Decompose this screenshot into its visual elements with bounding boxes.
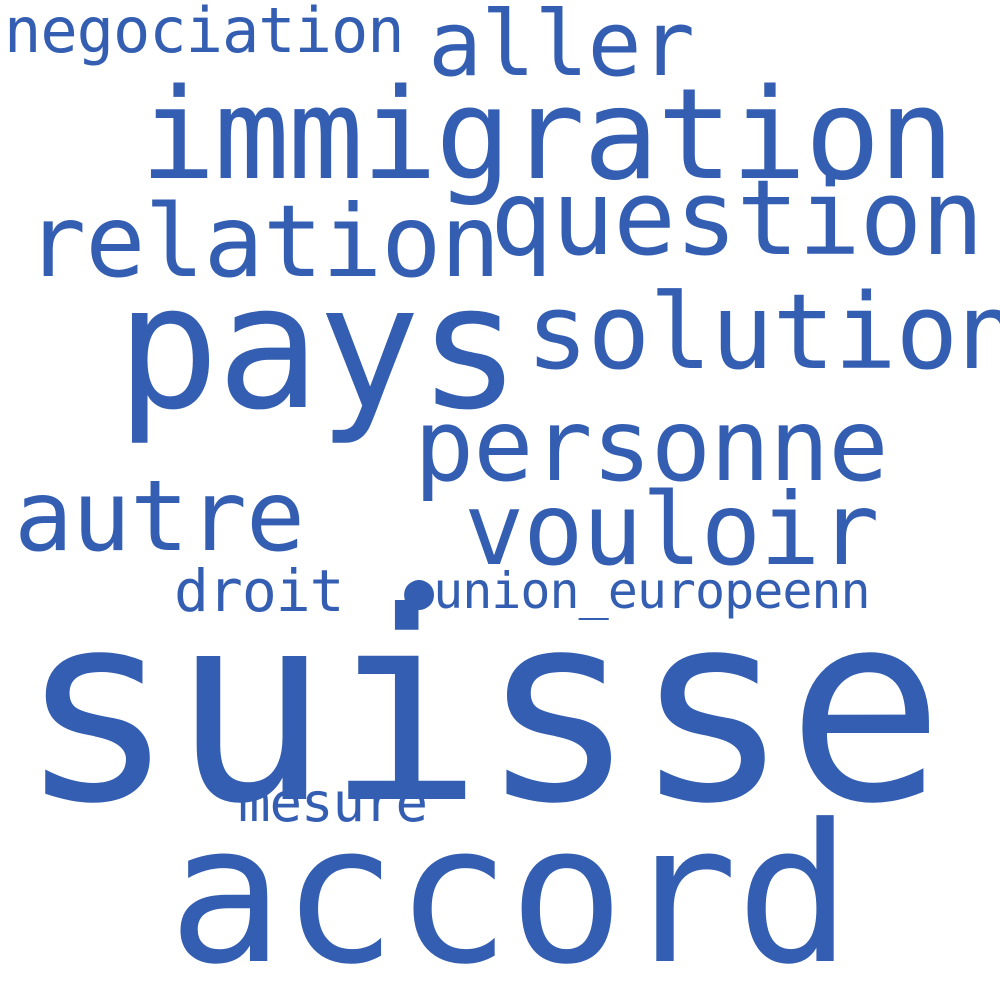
word-personne: personne xyxy=(414,387,889,504)
word-union-europeenn: ●union_europeenn xyxy=(404,562,871,620)
word-droit: droit xyxy=(174,557,345,625)
word-mesure: mesure xyxy=(238,771,428,834)
word-relation: relation xyxy=(26,183,501,300)
word-vouloir: vouloir xyxy=(464,471,879,588)
word-autre: autre xyxy=(14,460,305,574)
word-immigration: immigration xyxy=(140,61,954,208)
word-pays: pays xyxy=(116,247,521,448)
word-solution: solution xyxy=(526,271,1000,393)
word-accord: accord xyxy=(168,784,852,1007)
word-question: question xyxy=(490,157,984,279)
word-aller: aller xyxy=(428,0,695,97)
word-negociation: negociation xyxy=(4,0,405,67)
word-suisse: suisse xyxy=(18,556,944,861)
